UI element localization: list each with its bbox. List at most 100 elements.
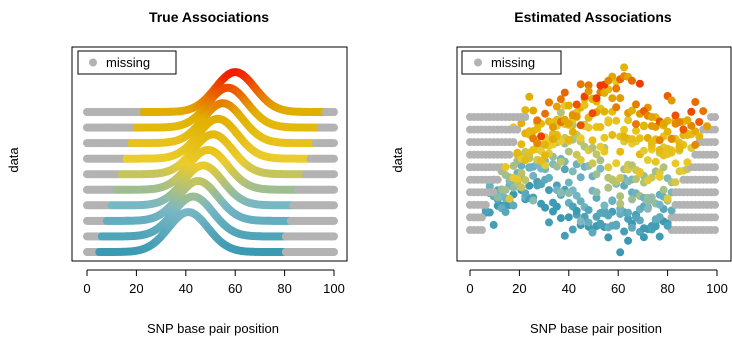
missing-point	[711, 188, 719, 197]
missing-point	[330, 248, 338, 256]
data-point	[616, 94, 625, 103]
data-point	[584, 218, 593, 227]
missing-point	[505, 150, 514, 159]
data-point	[521, 156, 530, 164]
data-point	[628, 106, 636, 115]
chart-title: True Associations	[149, 9, 269, 25]
data-point	[620, 227, 629, 236]
data-point	[521, 176, 530, 185]
data-point	[695, 132, 704, 141]
data-point	[655, 232, 664, 241]
missing-point	[330, 108, 338, 116]
data-point	[639, 224, 648, 233]
legend-label: missing	[491, 55, 535, 70]
legend-box	[461, 50, 562, 75]
data-point	[659, 163, 668, 172]
data-point	[529, 196, 538, 205]
missing-point	[330, 201, 338, 210]
data-point	[616, 199, 625, 208]
plot-frame	[456, 46, 732, 262]
data-point	[600, 107, 609, 116]
data-point	[632, 120, 640, 129]
data-point	[545, 218, 553, 227]
data-point	[663, 127, 672, 136]
data-point	[596, 220, 605, 229]
data-point	[584, 206, 593, 214]
data-point	[620, 132, 629, 141]
data-point	[584, 87, 593, 96]
missing-point	[477, 226, 486, 234]
data-point	[592, 170, 601, 179]
data-point	[624, 116, 633, 125]
missing-point	[711, 226, 719, 234]
data-point	[545, 98, 553, 107]
data-point	[616, 147, 625, 156]
data-point	[663, 221, 672, 230]
data-point	[564, 135, 573, 144]
data-point	[612, 116, 621, 125]
data-point	[600, 133, 609, 142]
data-point	[588, 143, 597, 152]
data-point	[568, 167, 577, 176]
legend: missing	[77, 50, 177, 75]
data-point	[675, 118, 684, 126]
data-point	[560, 88, 569, 97]
legend-marker	[474, 58, 482, 67]
data-point	[549, 198, 557, 207]
data-point	[549, 123, 557, 132]
data-point	[608, 197, 617, 206]
x-tick-label: 100	[323, 281, 345, 296]
data-point	[628, 135, 636, 144]
data-point	[576, 217, 585, 226]
data-point	[651, 157, 660, 166]
data-point	[659, 119, 668, 128]
legend-marker	[89, 58, 97, 67]
data-point	[612, 221, 621, 230]
data-point	[639, 122, 648, 131]
data-point	[643, 204, 652, 213]
missing-point	[330, 185, 338, 194]
x-axis: 0 20 40 60 80 100	[83, 269, 345, 296]
missing-point	[711, 213, 719, 222]
data-point	[576, 197, 585, 206]
plot-frame	[71, 46, 348, 262]
data-point	[624, 214, 633, 223]
data-point	[604, 183, 613, 192]
data-point	[632, 213, 640, 222]
data-point	[533, 116, 542, 125]
data-point	[651, 215, 660, 224]
data-point	[568, 128, 577, 136]
missing-point	[330, 123, 338, 132]
data-point	[576, 134, 585, 143]
data-point	[655, 172, 664, 181]
data-point	[596, 164, 605, 173]
data-point	[588, 109, 597, 118]
missing-point	[330, 216, 338, 225]
data-point	[576, 156, 585, 164]
data-point	[639, 146, 648, 155]
missing-point	[711, 113, 719, 121]
data-point	[635, 134, 644, 143]
data-point	[529, 106, 538, 115]
data-point	[608, 131, 617, 139]
data-point	[604, 76, 613, 85]
data-point	[517, 140, 526, 149]
x-tick-label: 20	[129, 281, 143, 296]
missing-point	[330, 154, 338, 163]
x-tick-label: 40	[179, 281, 193, 296]
data-point	[525, 92, 534, 101]
data-point	[667, 96, 676, 105]
data-point	[699, 107, 708, 116]
y-axis-label: data	[390, 147, 405, 173]
data-point	[671, 159, 680, 168]
data-point	[643, 176, 652, 185]
data-point	[576, 80, 585, 89]
data-point	[632, 126, 640, 135]
data-point	[616, 174, 625, 182]
data-point	[671, 178, 680, 187]
data-point	[691, 140, 700, 149]
data-points	[83, 68, 338, 256]
data-point	[564, 101, 573, 110]
data-point	[612, 84, 621, 93]
data-point	[584, 81, 593, 90]
